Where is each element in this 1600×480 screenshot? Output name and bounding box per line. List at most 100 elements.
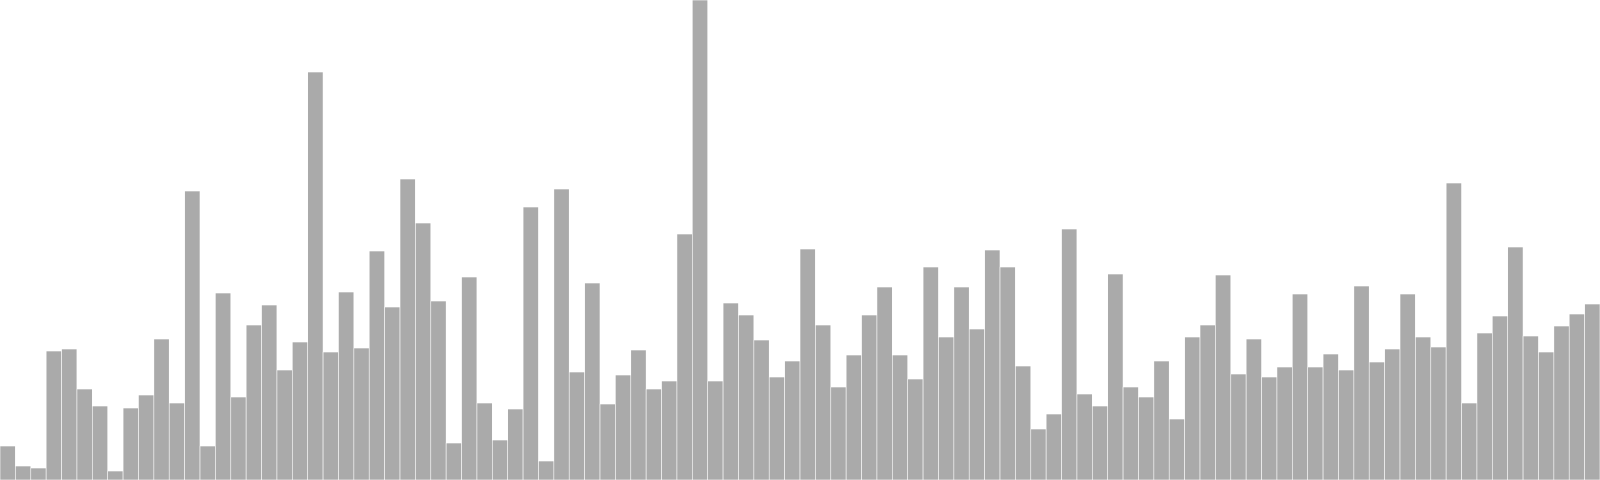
bar xyxy=(1415,336,1432,480)
bar xyxy=(892,354,908,480)
bar xyxy=(199,445,216,480)
bar xyxy=(707,380,724,480)
bar xyxy=(1122,386,1139,480)
bar xyxy=(1445,182,1462,480)
bar xyxy=(307,71,324,480)
bar xyxy=(1015,365,1032,480)
bar xyxy=(368,250,385,480)
bar xyxy=(430,300,447,480)
bar xyxy=(1230,373,1247,480)
bar xyxy=(1461,402,1478,480)
bar xyxy=(1030,428,1047,480)
bar xyxy=(722,302,739,480)
bar xyxy=(0,445,16,480)
bar xyxy=(661,380,678,480)
bar xyxy=(1584,303,1600,480)
bar xyxy=(1138,396,1155,480)
bar xyxy=(522,206,539,480)
bar xyxy=(753,339,770,480)
bar xyxy=(292,341,308,480)
bar xyxy=(461,276,478,480)
bar xyxy=(1338,369,1355,480)
bar xyxy=(1261,376,1278,480)
bar xyxy=(1168,418,1185,480)
bar xyxy=(276,369,293,480)
bar xyxy=(615,374,632,480)
bar xyxy=(76,388,93,480)
bar xyxy=(45,350,62,480)
bar xyxy=(107,470,124,480)
bar xyxy=(815,324,832,480)
bar xyxy=(184,190,201,480)
bar xyxy=(584,282,601,480)
bar xyxy=(1153,360,1170,480)
bar xyxy=(1107,273,1124,480)
bar xyxy=(384,306,401,480)
bar xyxy=(630,349,647,480)
bar xyxy=(122,407,139,480)
bar xyxy=(445,442,462,480)
bar xyxy=(30,467,47,480)
bar xyxy=(1322,353,1339,480)
bar xyxy=(1522,335,1539,480)
bar xyxy=(953,286,970,480)
bar xyxy=(938,336,955,480)
bar xyxy=(599,403,616,480)
bar xyxy=(876,286,893,480)
bar xyxy=(168,402,185,480)
bar xyxy=(476,402,493,480)
bar xyxy=(784,360,801,480)
bar xyxy=(1538,351,1555,480)
bar xyxy=(492,439,508,480)
bar xyxy=(61,348,78,480)
bar xyxy=(645,388,662,480)
bar xyxy=(984,249,1001,480)
bar xyxy=(338,291,355,480)
bar xyxy=(845,354,862,480)
bar xyxy=(1399,293,1416,480)
bar xyxy=(1507,246,1524,480)
bar xyxy=(1307,366,1324,480)
bar xyxy=(1061,228,1078,480)
bar xyxy=(1184,336,1201,480)
bar xyxy=(1092,405,1108,480)
bar xyxy=(1199,324,1216,480)
bar xyxy=(1292,293,1308,480)
bar xyxy=(861,314,878,480)
bar xyxy=(553,188,570,480)
bar xyxy=(1076,393,1093,480)
bar xyxy=(676,233,693,480)
bar xyxy=(415,222,432,480)
bar xyxy=(692,0,708,480)
bar xyxy=(1430,346,1447,480)
bar xyxy=(1276,366,1293,480)
bar xyxy=(968,328,985,480)
bar xyxy=(399,178,416,480)
bar xyxy=(1384,348,1401,480)
bar xyxy=(353,347,370,480)
bar xyxy=(138,394,155,480)
bar xyxy=(538,460,555,480)
bar xyxy=(830,386,847,480)
bar xyxy=(1353,285,1370,480)
bar xyxy=(215,292,232,480)
bar xyxy=(1568,313,1585,480)
bar xyxy=(507,408,524,480)
bar xyxy=(230,396,247,480)
bar xyxy=(907,378,924,480)
bar xyxy=(1045,413,1062,480)
bar xyxy=(738,314,755,480)
bar xyxy=(1476,332,1493,480)
bar xyxy=(568,371,585,480)
bar xyxy=(1553,325,1570,480)
bar xyxy=(1215,274,1232,480)
bar xyxy=(799,248,816,480)
bar xyxy=(1245,338,1262,480)
bar xyxy=(768,376,785,480)
bar xyxy=(322,351,339,480)
bar xyxy=(245,324,262,480)
bar xyxy=(92,405,108,480)
